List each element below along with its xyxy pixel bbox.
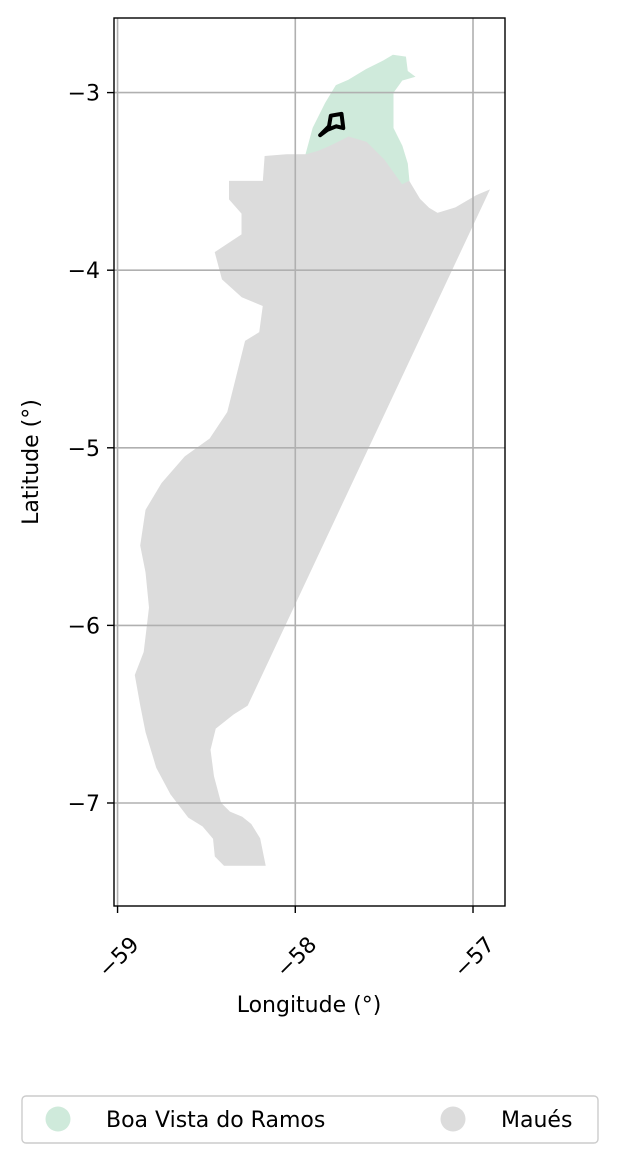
legend-label-boa-vista-do-ramos: Boa Vista do Ramos bbox=[106, 1108, 325, 1133]
legend-swatch-boa-vista-do-ramos bbox=[45, 1106, 71, 1132]
legend-label-maues: Maués bbox=[501, 1108, 572, 1133]
region-maues bbox=[134, 136, 491, 866]
legend-swatch-maues bbox=[440, 1106, 466, 1132]
x-axis: −59 −58 −57 bbox=[94, 906, 500, 983]
x-tick-label: −59 bbox=[94, 932, 145, 983]
plot-area bbox=[113, 17, 506, 907]
y-axis-title: Latitude (°) bbox=[19, 399, 44, 525]
x-tick-label: −58 bbox=[272, 932, 323, 983]
y-tick-label: −4 bbox=[68, 259, 100, 284]
y-axis: −3 −4 −5 −6 −7 bbox=[68, 82, 114, 817]
y-tick-label: −7 bbox=[68, 792, 100, 817]
highlight-outline bbox=[318, 111, 346, 138]
y-tick-label: −3 bbox=[68, 82, 100, 107]
x-tick-label: −57 bbox=[449, 932, 500, 983]
y-tick-label: −6 bbox=[68, 614, 100, 639]
axes-frame bbox=[113, 17, 506, 907]
legend: Boa Vista do Ramos Maués bbox=[21, 1095, 599, 1144]
x-axis-title: Longitude (°) bbox=[237, 993, 382, 1018]
y-tick-label: −5 bbox=[68, 437, 100, 462]
